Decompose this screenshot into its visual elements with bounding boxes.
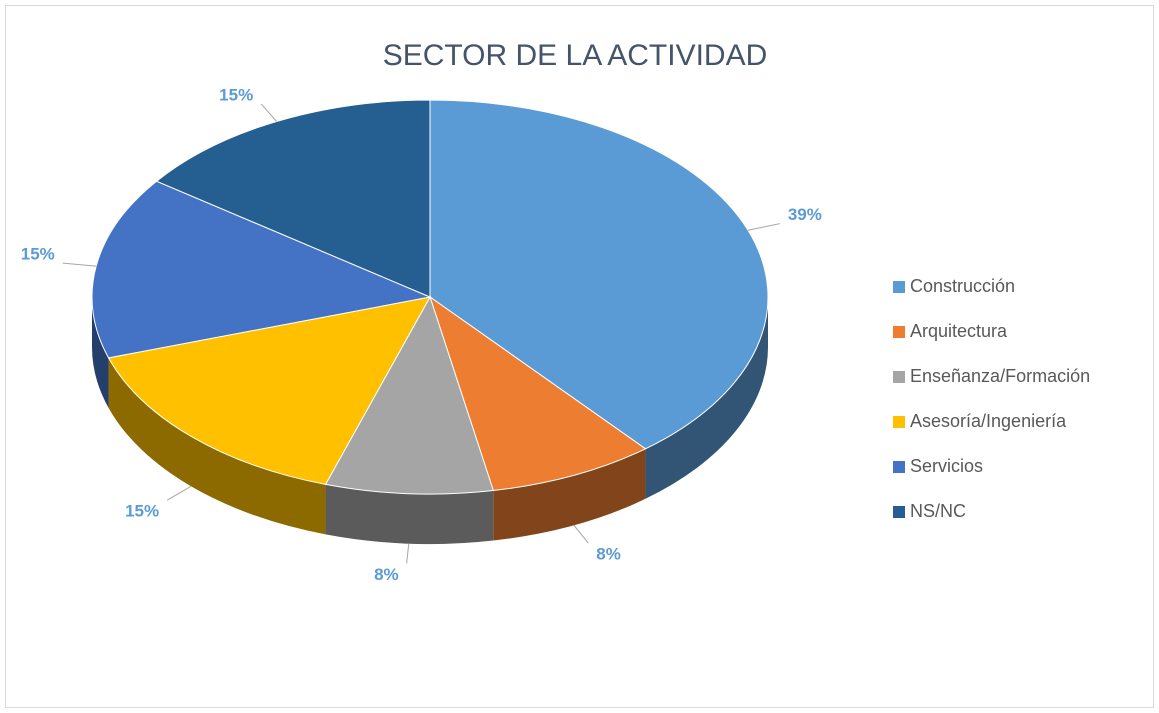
leader-line — [406, 543, 410, 564]
legend-label: Enseñanza/Formación — [910, 366, 1090, 386]
legend-label: Asesoría/Ingeniería — [910, 411, 1067, 431]
legend-label: NS/NC — [910, 501, 966, 521]
data-label: 15% — [219, 85, 253, 104]
slice — [429, 295, 647, 492]
legend-swatch — [893, 371, 905, 383]
slice — [107, 296, 431, 485]
slice-side — [108, 357, 326, 535]
slice — [429, 99, 769, 450]
slice — [91, 180, 432, 359]
slice-side — [92, 297, 109, 408]
slice-side — [493, 448, 646, 541]
legend-label: Construcción — [910, 276, 1015, 296]
data-label: 8% — [374, 565, 399, 584]
data-label: 15% — [125, 502, 159, 521]
legend-swatch — [893, 506, 905, 518]
leader-line — [573, 524, 589, 544]
leader-line — [166, 485, 192, 501]
leader-line — [62, 262, 97, 267]
legend-label: Arquitectura — [910, 321, 1008, 341]
data-label: 39% — [788, 205, 822, 224]
slice-side — [325, 484, 494, 545]
legend-swatch — [893, 281, 905, 293]
slice-side — [645, 297, 768, 499]
legend-swatch — [893, 416, 905, 428]
legend-label: Servicios — [910, 456, 983, 476]
legend-swatch — [893, 461, 905, 473]
leader-line — [747, 223, 780, 231]
data-label: 15% — [21, 245, 55, 264]
chart-title: SECTOR DE LA ACTIVIDAD — [383, 39, 768, 72]
legend-swatch — [893, 326, 905, 338]
slice — [155, 99, 431, 298]
data-label: 8% — [596, 545, 621, 564]
slice — [324, 295, 495, 495]
leader-line — [260, 103, 277, 122]
